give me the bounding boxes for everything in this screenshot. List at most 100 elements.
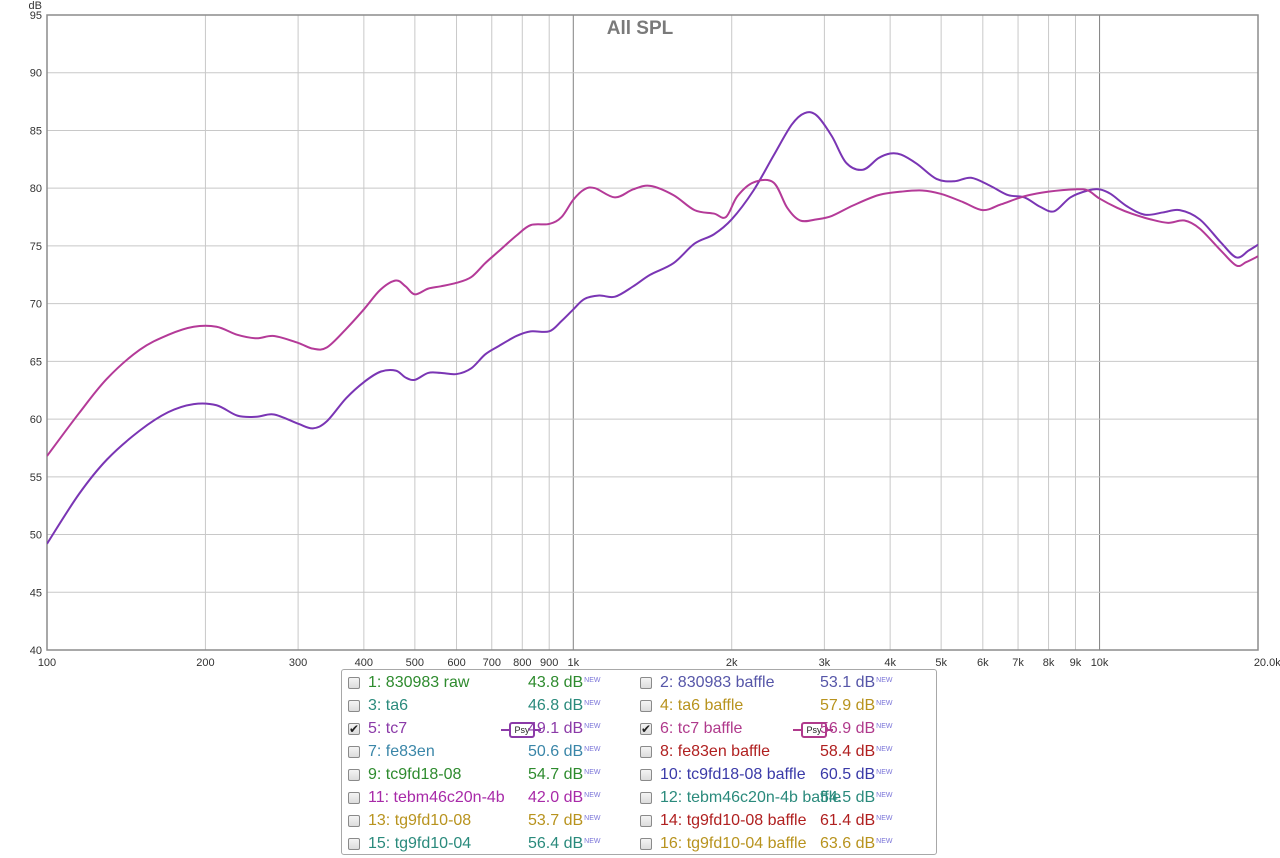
new-badge: NEW xyxy=(876,792,893,799)
x-tick-label: 20.0kHz xyxy=(1254,657,1280,669)
legend-item[interactable]: 16: tg9fd10-04 baffle 63.6 dBNEW xyxy=(640,835,930,855)
legend-item[interactable]: 2: 830983 baffle 53.1 dBNEW xyxy=(640,674,930,694)
legend-item[interactable]: 7: fe83en 50.6 dBNEW xyxy=(348,743,638,763)
legend-checkbox[interactable]: ✔ xyxy=(348,722,360,736)
legend-checkbox[interactable] xyxy=(348,677,360,689)
legend-item[interactable]: 3: ta6 46.8 dBNEW xyxy=(348,697,638,717)
legend-checkbox[interactable] xyxy=(640,746,652,758)
legend-checkbox[interactable] xyxy=(348,746,360,758)
new-badge: NEW xyxy=(584,769,601,776)
legend-checkbox[interactable] xyxy=(348,769,360,781)
chart-title: All SPL xyxy=(607,18,674,39)
x-tick-label: 700 xyxy=(483,657,501,669)
x-tick-label: 1k xyxy=(567,657,579,669)
new-badge: NEW xyxy=(876,769,893,776)
psy-smoothing-indicator[interactable]: Psy xyxy=(501,722,541,738)
legend-item-value: 53.7 dBNEW xyxy=(528,812,601,830)
y-tick-label: 60 xyxy=(30,414,42,426)
y-axis-label: dB xyxy=(29,0,42,12)
x-tick-label: 2k xyxy=(726,657,738,669)
legend-item-label: 1: 830983 raw xyxy=(368,674,470,691)
legend-checkbox[interactable] xyxy=(348,700,360,712)
legend-value-text: 60.5 dB xyxy=(820,766,876,783)
legend-value-text: 61.4 dB xyxy=(820,812,876,829)
legend-item[interactable]: 11: tebm46c20n-4b 42.0 dBNEW xyxy=(348,789,638,809)
legend-item[interactable]: 14: tg9fd10-08 baffle 61.4 dBNEW xyxy=(640,812,930,832)
legend-item[interactable]: 13: tg9fd10-08 53.7 dBNEW xyxy=(348,812,638,832)
y-tick-label: 45 xyxy=(30,587,42,599)
legend-checkbox[interactable] xyxy=(640,677,652,689)
new-badge: NEW xyxy=(584,838,601,845)
legend-item-label: 3: ta6 xyxy=(368,697,409,714)
new-badge: NEW xyxy=(876,677,893,684)
legend-item-label: 15: tg9fd10-04 xyxy=(368,835,472,852)
legend-item[interactable]: 10: tc9fd18-08 baffle 60.5 dBNEW xyxy=(640,766,930,786)
x-tick-label: 600 xyxy=(447,657,465,669)
legend-item-value: 57.9 dBNEW xyxy=(820,697,893,715)
legend-item-value: 42.0 dBNEW xyxy=(528,789,601,807)
legend-checkbox[interactable] xyxy=(348,838,360,850)
legend-item-label: 14: tg9fd10-08 baffle xyxy=(660,812,807,829)
x-tick-label: 4k xyxy=(884,657,896,669)
x-tick-label: 800 xyxy=(513,657,531,669)
legend-item[interactable]: 9: tc9fd18-08 54.7 dBNEW xyxy=(348,766,638,786)
legend-item[interactable]: 1: 830983 raw 43.8 dBNEW xyxy=(348,674,638,694)
psy-smoothing-indicator[interactable]: Psy xyxy=(793,722,833,738)
legend-checkbox[interactable]: ✔ xyxy=(640,722,652,736)
legend-item-label: 5: tc7 xyxy=(368,720,408,737)
new-badge: NEW xyxy=(584,700,601,707)
legend-item[interactable]: ✔ 5: tc7 Psy 49.1 dBNEW xyxy=(348,720,638,740)
legend-checkbox[interactable] xyxy=(640,838,652,850)
new-badge: NEW xyxy=(876,815,893,822)
legend-value-text: 58.4 dB xyxy=(820,743,876,760)
legend-item-value: 63.6 dBNEW xyxy=(820,835,893,853)
legend-item[interactable]: 15: tg9fd10-04 56.4 dBNEW xyxy=(348,835,638,855)
legend-value-text: 56.9 dB xyxy=(820,720,876,737)
legend-checkbox[interactable] xyxy=(640,769,652,781)
legend-item-label: 13: tg9fd10-08 xyxy=(368,812,472,829)
legend-item-label: 2: 830983 baffle xyxy=(660,674,775,691)
legend-checkbox[interactable] xyxy=(348,815,360,827)
x-tick-label: 5k xyxy=(935,657,947,669)
legend-value-text: 46.8 dB xyxy=(528,697,584,714)
legend-item-label: 12: tebm46c20n-4b baffle xyxy=(660,789,842,806)
legend-item[interactable]: 12: tebm46c20n-4b baffle 54.5 dBNEW xyxy=(640,789,930,809)
legend-item[interactable]: 8: fe83en baffle 58.4 dBNEW xyxy=(640,743,930,763)
legend-value-text: 42.0 dB xyxy=(528,789,584,806)
legend-value-text: 56.4 dB xyxy=(528,835,584,852)
x-tick-label: 7k xyxy=(1012,657,1024,669)
y-tick-label: 95 xyxy=(30,10,42,22)
legend-item-value: 54.5 dBNEW xyxy=(820,789,893,807)
legend-checkbox[interactable] xyxy=(640,815,652,827)
y-tick-label: 80 xyxy=(30,183,42,195)
legend-item-label: 9: tc9fd18-08 xyxy=(368,766,462,783)
legend-value-text: 57.9 dB xyxy=(820,697,876,714)
series-line-tc7-baffle xyxy=(47,178,1258,457)
legend-item-value: 53.1 dBNEW xyxy=(820,674,893,692)
x-tick-label: 200 xyxy=(196,657,214,669)
new-badge: NEW xyxy=(584,677,601,684)
x-tick-label: 900 xyxy=(540,657,558,669)
legend-item-label: 16: tg9fd10-04 baffle xyxy=(660,835,807,852)
legend-checkbox[interactable] xyxy=(348,792,360,804)
legend-value-text: 50.6 dB xyxy=(528,743,584,760)
y-tick-label: 85 xyxy=(30,125,42,137)
legend-checkbox[interactable] xyxy=(640,792,652,804)
legend-item-label: 10: tc9fd18-08 baffle xyxy=(660,766,806,783)
legend-item-value: 61.4 dBNEW xyxy=(820,812,893,830)
legend-checkbox[interactable] xyxy=(640,700,652,712)
legend-item-value: 60.5 dBNEW xyxy=(820,766,893,784)
series-line-tc7 xyxy=(47,111,1258,545)
legend-item[interactable]: 4: ta6 baffle 57.9 dBNEW xyxy=(640,697,930,717)
legend-item[interactable]: ✔ 6: tc7 baffle Psy 56.9 dBNEW xyxy=(640,720,930,740)
y-tick-label: 50 xyxy=(30,530,42,542)
y-tick-label: 75 xyxy=(30,241,42,253)
x-tick-label: 6k xyxy=(977,657,989,669)
y-tick-label: 70 xyxy=(30,299,42,311)
legend-item-value: 56.9 dBNEW xyxy=(820,720,893,738)
legend-item-label: 6: tc7 baffle xyxy=(660,720,743,737)
x-tick-label: 9k xyxy=(1070,657,1082,669)
y-tick-label: 55 xyxy=(30,472,42,484)
legend-item-value: 46.8 dBNEW xyxy=(528,697,601,715)
